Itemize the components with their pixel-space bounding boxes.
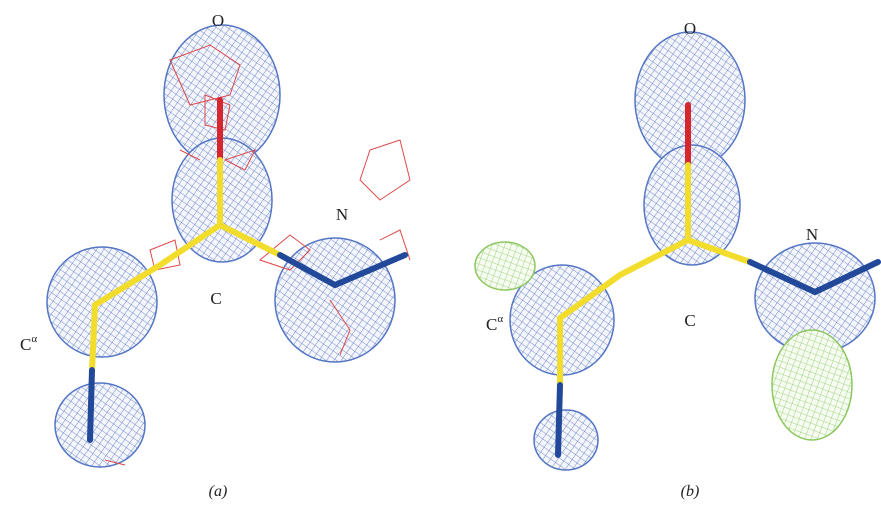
figure: O N C Cα (a) O N C Cα (b)	[0, 0, 881, 508]
superscript: α	[31, 333, 37, 345]
atom-label: N	[336, 205, 348, 224]
superscript: α	[497, 313, 503, 325]
atom-label: N	[806, 225, 818, 244]
density-nitrogen	[275, 238, 395, 362]
atom-label: O	[684, 19, 696, 38]
caption: (b)	[681, 483, 700, 500]
atom-label: O	[212, 11, 224, 30]
bond	[558, 385, 560, 455]
atom-label: C	[20, 335, 31, 354]
panel-b: O N C Cα (b)	[475, 19, 878, 500]
panel-a: O N C Cα (a)	[20, 11, 410, 500]
difference-density	[772, 330, 852, 440]
atom-label: C	[486, 315, 497, 334]
density-side	[534, 410, 598, 470]
atom-label: Cα	[20, 333, 37, 354]
density-side	[55, 383, 145, 467]
bond	[90, 370, 92, 440]
caption: (a)	[209, 483, 228, 500]
atom-label: C	[684, 311, 695, 330]
atom-label: C	[210, 289, 221, 308]
density-carbon	[644, 145, 740, 265]
difference-density	[475, 242, 535, 290]
atom-label: Cα	[486, 313, 503, 334]
